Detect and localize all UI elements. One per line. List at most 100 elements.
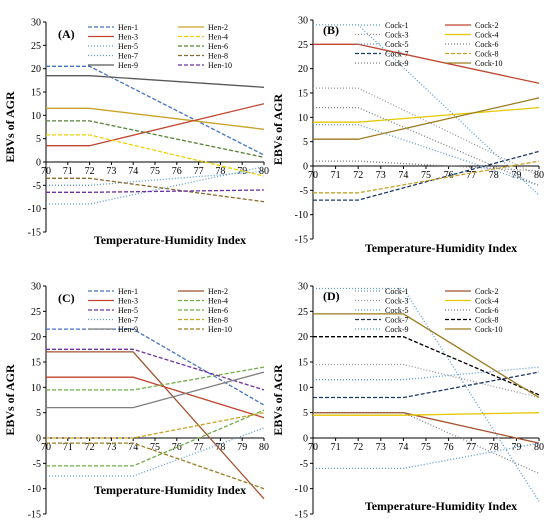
panel-3-series-line-6 [46,409,265,467]
panel-4-x-tick-label: 78 [489,442,499,453]
panel-4-x-tick-label: 75 [421,442,431,453]
panel-3-legend-label-4: Hen-4 [208,297,228,306]
panel-2-y-tick-label: 25 [298,40,308,51]
panel-1-y-tick-label: 0 [36,158,41,169]
panel-4-y-tick-label: 0 [303,434,308,445]
panel-4-y-tick-label: 10 [298,383,308,394]
panel-4-legend-label-4: Cock-4 [475,297,499,306]
panel-2-x-tick-label: 73 [376,170,386,181]
panel-3-legend-label-3: Hen-3 [118,297,138,306]
panel-1-x-tick-label: 78 [215,166,225,177]
panel-1-tag: (A) [58,27,75,41]
panel-2-y-axis-title: EBVs of AGR [271,93,285,165]
panel-1-y-tick-label: 15 [31,88,41,99]
panel-4-y-tick-label: 20 [298,332,308,343]
panel-4-x-tick-label: 72 [353,442,363,453]
panel-4-y-tick-label: 15 [298,358,308,369]
panel-4-x-tick-label: 77 [466,442,476,453]
panel-4-series-line-3 [313,363,540,399]
panel-4-series-line-4 [313,412,540,416]
panel-4-y-tick-label: 5 [303,408,308,419]
panel-4-y-tick-label: -10 [295,484,308,495]
panel-3-y-tick-label: -5 [33,459,41,470]
panel-2-series-line-5 [313,123,540,187]
panel-1-series-line-6 [46,120,265,158]
panel-3-y-tick-label: 30 [31,282,41,293]
panel-2-series-line-10 [313,97,540,140]
panel-4-y-tick-label: -15 [295,510,308,521]
panel-1-x-tick-label: 80 [259,166,269,177]
panel-1-x-tick-label: 76 [172,166,182,177]
panel-3-series-line-9 [46,371,265,409]
panel-2-series-line-8 [313,160,540,194]
panel-3-series-line-2 [46,351,265,500]
panel-4-legend-label-2: Cock-2 [475,287,499,296]
panel-1-series-line-10 [46,189,265,193]
panel-3-tag: (C) [58,291,75,305]
panel-4-x-tick-label: 76 [444,442,454,453]
panel-3-legend-label-5: Hen-5 [118,306,138,315]
panel-2-y-tick-label: -15 [295,235,308,246]
panel-2-x-tick-label: 71 [331,170,341,181]
panel-3-y-axis-title: EBVs of AGR [3,364,17,436]
panel-2-legend-label-6: Cock-6 [475,40,499,49]
panel-4-series-line-6 [313,412,540,475]
panel-2-y-tick-label: -5 [300,186,308,197]
panel-1-x-tick-label: 75 [150,166,160,177]
panel-1-series-line-8 [46,177,265,203]
panel-3-x-tick-label: 70 [41,442,51,453]
panel-4-legend-label-8: Cock-8 [475,316,499,325]
panel-3-y-tick-label: 0 [36,434,41,445]
panel-2-tag: (B) [323,23,339,37]
panel-1-series-line-3 [46,103,265,147]
panel-1-series-line-4 [46,134,265,177]
panel-1-legend-label-7: Hen-7 [118,52,138,61]
panel-2-legend-label-1: Cock-1 [385,21,409,30]
panel-3-series-line-7 [46,427,265,477]
panel-2-y-tick-label: 0 [303,162,308,173]
panel-3-y-tick-label: 25 [31,307,41,318]
panel-3-y-tick-label: 10 [31,383,41,394]
panel-2-legend-label-5: Cock-5 [385,40,409,49]
panel-4-x-tick-label: 73 [376,442,386,453]
panel-2-y-tick-label: 10 [298,113,308,124]
panel-3-x-tick-label: 71 [63,442,73,453]
panel-2-series-line-6 [313,106,540,187]
panel-3-series-line-8 [46,412,265,439]
panel-4-y-tick-label: 30 [298,282,308,293]
panel-3-legend-label-1: Hen-1 [118,287,138,296]
panel-3-series-line-10 [46,442,265,490]
panel-2-series-line-4 [313,106,540,123]
panel-1-y-tick-label: -5 [33,181,41,192]
panel-2-legend-label-4: Cock-4 [475,31,499,40]
panel-4-x-tick-label: 74 [398,442,408,453]
panel-1-x-tick-label: 73 [106,166,116,177]
panel-3-series-line-3 [46,376,265,419]
panel-2-legend-label-7: Cock-7 [385,50,409,59]
panel-2-series-line-2 [313,43,540,84]
panel-1-legend-label-3: Hen-3 [118,33,138,42]
panel-3-x-tick-label: 73 [106,442,116,453]
panel-3-series-line-1 [46,328,265,406]
panel-4-y-axis-title: EBVs of AGR [271,364,285,436]
panel-1-y-axis-title: EBVs of AGR [3,91,17,163]
panel-3-series-line-4 [46,366,265,391]
panel-3-legend-label-7: Hen-7 [118,316,138,325]
panel-2-x-tick-label: 75 [421,170,431,181]
panel-4-legend-label-5: Cock-5 [385,306,409,315]
panel-1-y-tick-label: -10 [28,204,41,215]
panel-3-x-tick-label: 79 [237,442,247,453]
panel-1-legend-label-6: Hen-6 [208,42,228,51]
panel-4-series-line-5 [313,366,540,381]
panel-1-legend-label-4: Hen-4 [208,33,228,42]
panel-2-y-tick-label: 30 [298,16,308,27]
panel-2-x-tick-label: 70 [308,170,318,181]
panel-1-legend-label-9: Hen-9 [118,61,138,70]
panel-3-x-axis-title: Temperature-Humidity Index [94,483,246,497]
panel-1-x-axis-title: Temperature-Humidity Index [94,233,246,247]
panel-3-y-tick-label: 15 [31,358,41,369]
panel-4-series-line-8 [313,336,540,396]
panel-1-x-tick-label: 74 [128,166,138,177]
